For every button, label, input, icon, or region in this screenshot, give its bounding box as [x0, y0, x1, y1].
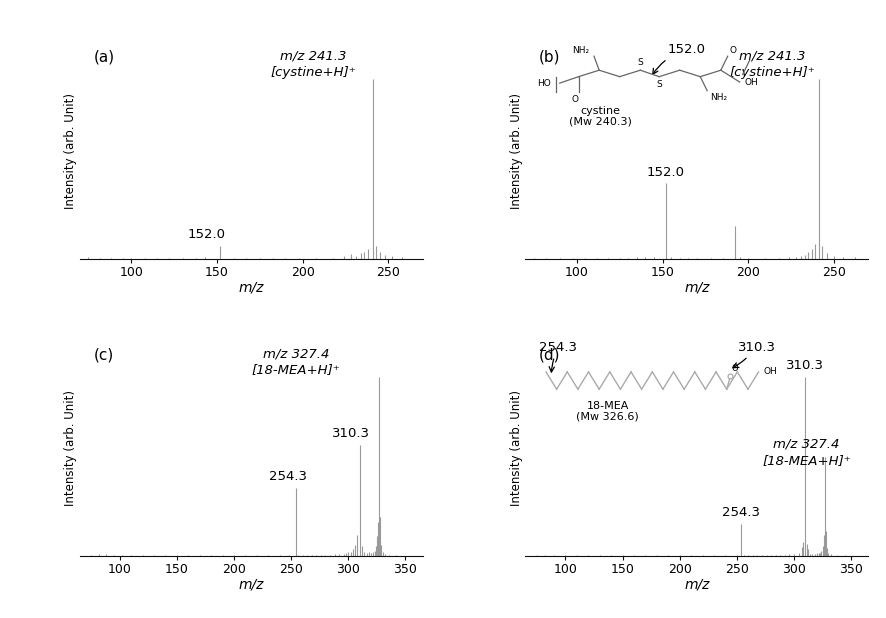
- Y-axis label: Intensity (arb. Unit): Intensity (arb. Unit): [509, 391, 523, 506]
- Text: 254.3: 254.3: [722, 506, 760, 519]
- X-axis label: m/z: m/z: [684, 578, 710, 591]
- Text: (c): (c): [93, 347, 113, 362]
- Text: S: S: [657, 80, 662, 89]
- Text: 254.3: 254.3: [539, 341, 577, 372]
- Text: 18-MEA: 18-MEA: [587, 401, 629, 411]
- Text: 152.0: 152.0: [647, 166, 685, 179]
- Y-axis label: Intensity (arb. Unit): Intensity (arb. Unit): [64, 93, 77, 209]
- Y-axis label: Intensity (arb. Unit): Intensity (arb. Unit): [509, 93, 523, 209]
- X-axis label: m/z: m/z: [238, 280, 264, 294]
- Text: O: O: [732, 364, 738, 373]
- Y-axis label: Intensity (arb. Unit): Intensity (arb. Unit): [64, 391, 77, 506]
- Text: cystine: cystine: [581, 106, 621, 116]
- Text: 152.0: 152.0: [653, 43, 706, 74]
- Text: (d): (d): [540, 347, 561, 362]
- X-axis label: m/z: m/z: [684, 280, 710, 294]
- Text: (Mw 240.3): (Mw 240.3): [570, 117, 633, 127]
- Text: S: S: [637, 58, 643, 67]
- Text: m/z 327.4
[18-MEA+H]⁺: m/z 327.4 [18-MEA+H]⁺: [762, 438, 851, 467]
- Text: 254.3: 254.3: [268, 470, 307, 483]
- Text: 310.3: 310.3: [787, 359, 825, 372]
- Text: m/z 241.3
[cystine+H]⁺: m/z 241.3 [cystine+H]⁺: [270, 49, 356, 78]
- Text: O: O: [571, 95, 579, 104]
- Text: m/z 241.3
[cystine+H]⁺: m/z 241.3 [cystine+H]⁺: [729, 49, 815, 78]
- Text: (a): (a): [93, 49, 114, 65]
- Text: NH₂: NH₂: [571, 46, 589, 55]
- Text: HO: HO: [538, 78, 551, 88]
- Text: m/z 327.4
[18-MEA+H]⁺: m/z 327.4 [18-MEA+H]⁺: [252, 347, 340, 376]
- Text: 310.3: 310.3: [331, 428, 369, 441]
- Text: 152.0: 152.0: [188, 229, 226, 242]
- X-axis label: m/z: m/z: [238, 578, 264, 591]
- Text: (b): (b): [540, 49, 561, 65]
- Text: (Mw 326.6): (Mw 326.6): [577, 412, 639, 422]
- Text: NH₂: NH₂: [711, 93, 727, 102]
- Text: O: O: [729, 46, 736, 55]
- Text: OH: OH: [745, 77, 758, 87]
- Text: 310.3: 310.3: [733, 341, 776, 368]
- Text: OH: OH: [764, 368, 777, 376]
